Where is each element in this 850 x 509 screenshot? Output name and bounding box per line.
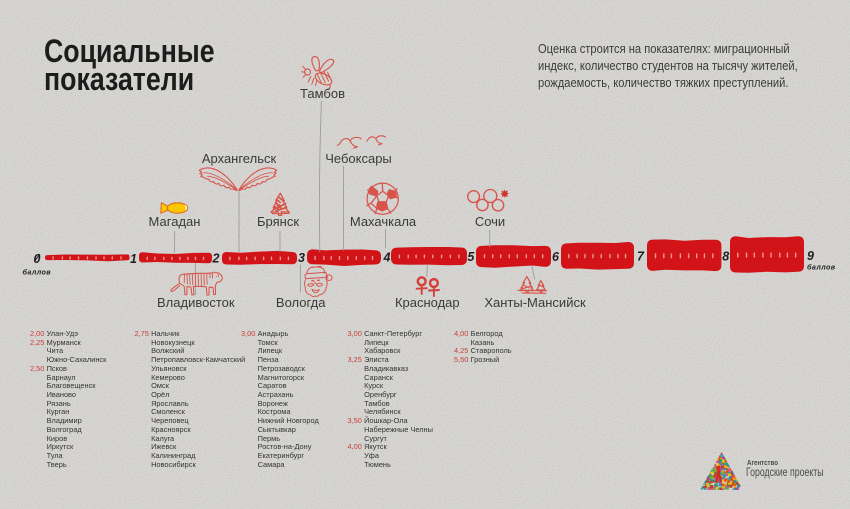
svg-text:8: 8 <box>722 250 729 264</box>
svg-text:баллов: баллов <box>23 268 52 277</box>
svg-text:3: 3 <box>298 251 305 265</box>
svg-text:9: 9 <box>807 249 814 263</box>
svg-text:6: 6 <box>552 250 560 264</box>
svg-text:1: 1 <box>130 252 137 266</box>
svg-text:4: 4 <box>383 251 391 265</box>
svg-text:2: 2 <box>212 251 220 265</box>
svg-text:7: 7 <box>637 250 645 264</box>
svg-text:0: 0 <box>34 252 41 266</box>
svg-text:баллов: баллов <box>807 262 836 271</box>
svg-text:5: 5 <box>467 250 475 264</box>
